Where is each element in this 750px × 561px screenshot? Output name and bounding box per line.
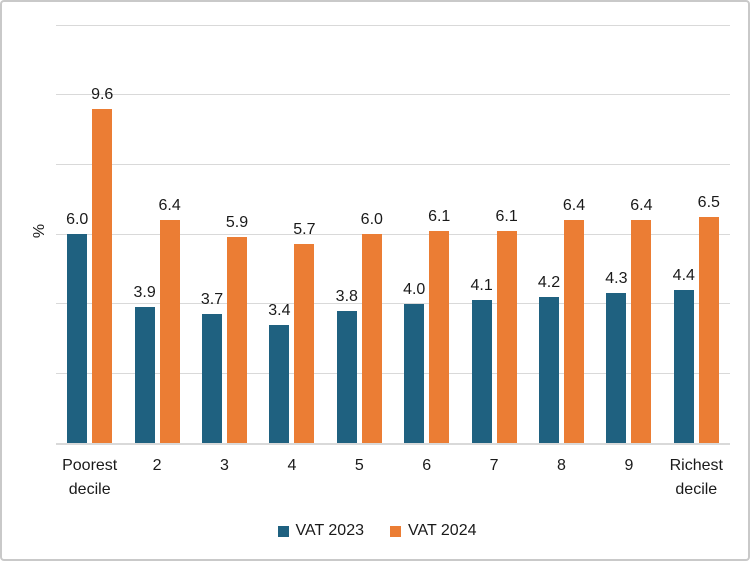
gridline-y-12 [56, 24, 730, 26]
bar-vat-2023-5 [336, 310, 357, 443]
bar-vat-2023-3 [202, 314, 222, 443]
gridline-y-10 [56, 94, 730, 96]
bar-vat-2024-3 [227, 237, 247, 443]
bar-vat-2024-poorest-decile [92, 108, 113, 443]
bar-vat-2024-richest-decile [698, 216, 719, 443]
data-label-vat-2024-7: 6.1 [495, 207, 518, 225]
bar-vat-2023-7 [471, 300, 492, 443]
bar-vat-2023-6 [404, 303, 425, 443]
x-axis-label-4: 4 [287, 457, 297, 474]
bar-vat-2024-5 [361, 234, 382, 443]
x-axis-label-7: 7 [489, 457, 499, 474]
bar-vat-2024-8 [564, 220, 584, 443]
bar-vat-2023-4 [269, 324, 290, 443]
bar-vat-2023-2 [134, 307, 155, 443]
legend-label-vat-2023: VAT 2023 [295, 522, 365, 539]
x-axis-label-2: 2 [152, 457, 162, 474]
bar-vat-2023-poorest-decile [67, 234, 88, 443]
y-axis-title: % [31, 223, 48, 239]
x-axis-label-5: 5 [354, 457, 364, 474]
data-label-vat-2023-3: 3.7 [200, 291, 224, 309]
data-label-vat-2024-2: 6.4 [158, 197, 181, 215]
legend-item-vat-2024: VAT 2024 [390, 522, 477, 540]
data-label-vat-2024-9: 6.4 [630, 197, 653, 215]
x-axis-label-6: 6 [422, 457, 432, 474]
gridline-y-2 [56, 372, 730, 374]
data-label-vat-2024-poorest-decile: 9.6 [91, 85, 114, 103]
legend-swatch-vat-2023 [277, 525, 289, 537]
gridline-y-8 [56, 163, 730, 165]
bar-vat-2023-richest-decile [673, 289, 694, 443]
data-label-vat-2024-richest-decile: 6.5 [697, 193, 720, 211]
bar-vat-2023-9 [606, 293, 627, 443]
bar-vat-2024-6 [429, 230, 450, 443]
data-label-vat-2024-5: 6.0 [360, 211, 383, 228]
data-label-vat-2024-4: 5.7 [293, 221, 316, 239]
x-axis-label-9: 9 [624, 457, 634, 474]
x-axis-line [56, 443, 730, 445]
bar-vat-2024-4 [294, 244, 315, 443]
data-label-vat-2023-5: 3.8 [335, 287, 358, 305]
bar-vat-2023-8 [539, 296, 559, 443]
data-label-vat-2024-8: 6.4 [562, 197, 586, 215]
legend-swatch-vat-2024 [390, 525, 401, 537]
data-label-vat-2024-6: 6.1 [428, 207, 451, 225]
bar-vat-2024-7 [496, 230, 517, 443]
data-label-vat-2023-richest-decile: 4.4 [672, 266, 695, 284]
x-axis-label-poorest-decile: Poorest decile [62, 457, 118, 498]
data-label-vat-2023-9: 4.3 [605, 270, 628, 288]
data-label-vat-2023-4: 3.4 [268, 301, 291, 319]
x-axis-label-3: 3 [220, 457, 229, 474]
data-label-vat-2023-poorest-decile: 6.0 [66, 211, 89, 228]
data-label-vat-2023-6: 4.0 [403, 280, 426, 298]
gridline-y-6 [56, 233, 730, 235]
bar-vat-2024-9 [631, 220, 652, 443]
x-axis-label-8: 8 [557, 457, 566, 474]
legend-item-vat-2023: VAT 2023 [277, 522, 365, 540]
chart-legend: VAT 2023 VAT 2024 [2, 519, 748, 543]
data-label-vat-2023-8: 4.2 [537, 273, 561, 291]
legend-label-vat-2024: VAT 2024 [408, 522, 477, 539]
data-label-vat-2023-7: 4.1 [470, 277, 493, 295]
gridline-y-4 [56, 303, 730, 305]
data-label-vat-2023-2: 3.9 [133, 284, 156, 302]
data-label-vat-2024-3: 5.9 [225, 214, 249, 232]
x-axis-label-richest-decile: Richest decile [669, 457, 723, 498]
bar-vat-2024-2 [159, 220, 180, 443]
